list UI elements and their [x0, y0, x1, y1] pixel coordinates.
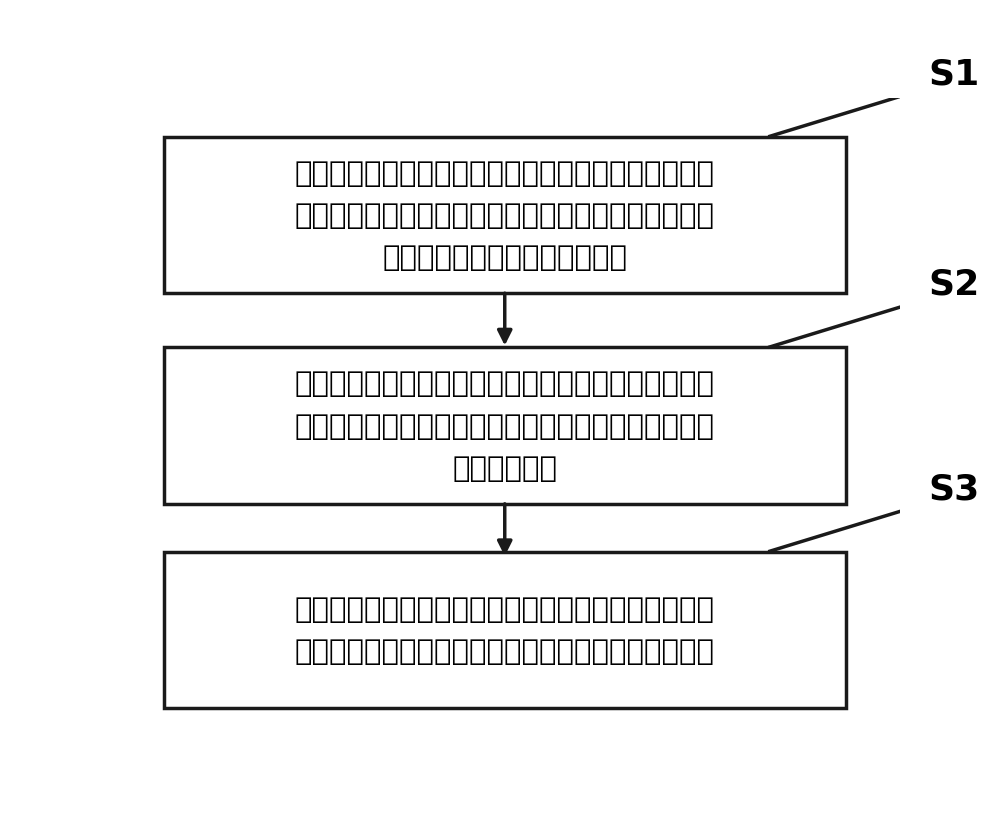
Text: 将所述特征形态参数与对应的预设阈值进行比较得到比
较结果，对所述比较结果进行归类即获得乡村聚落分类: 将所述特征形态参数与对应的预设阈值进行比较得到比 较结果，对所述比较结果进行归类…	[295, 595, 715, 665]
Text: S1: S1	[929, 57, 980, 91]
Text: S2: S2	[929, 267, 980, 301]
Bar	[164, 137, 846, 294]
Text: 基于所述地理信息数据计算乡村聚落的特征参数，其中
，所述特征参数包括规模分布特征、空间分布特征以及
形态分布特征: 基于所述地理信息数据计算乡村聚落的特征参数，其中 ，所述特征参数包括规模分布特征…	[295, 370, 715, 483]
Text: 获取乡村地理信息数据并对所述地理信息数据进行预处
理，其中，所述地理信息数据包括乡村聚落斑块、水体
、道路以及行政边界的矢量数据: 获取乡村地理信息数据并对所述地理信息数据进行预处 理，其中，所述地理信息数据包括…	[295, 160, 715, 272]
Bar	[164, 348, 846, 504]
Bar	[164, 552, 846, 708]
Text: S3: S3	[929, 471, 980, 505]
